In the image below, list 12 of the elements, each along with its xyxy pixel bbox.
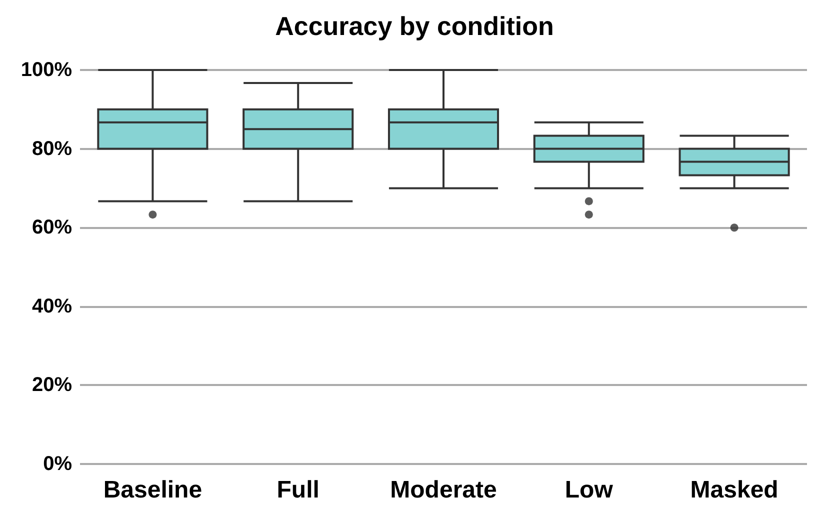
x-tick-label: Full xyxy=(276,476,320,504)
y-tick-label: 40% xyxy=(32,295,72,318)
y-tick-label: 100% xyxy=(20,59,72,81)
y-tick-label: 20% xyxy=(32,374,72,396)
x-tick-label: Moderate xyxy=(390,476,497,504)
y-tick-label: 60% xyxy=(32,216,72,239)
x-tick-label: Baseline xyxy=(103,476,202,504)
chart-title: Accuracy by condition xyxy=(275,11,554,41)
x-tick-label: Masked xyxy=(690,476,778,504)
x-tick-label: Low xyxy=(564,476,614,504)
y-tick-label: 80% xyxy=(32,138,72,160)
y-tick-label: 0% xyxy=(43,453,72,475)
